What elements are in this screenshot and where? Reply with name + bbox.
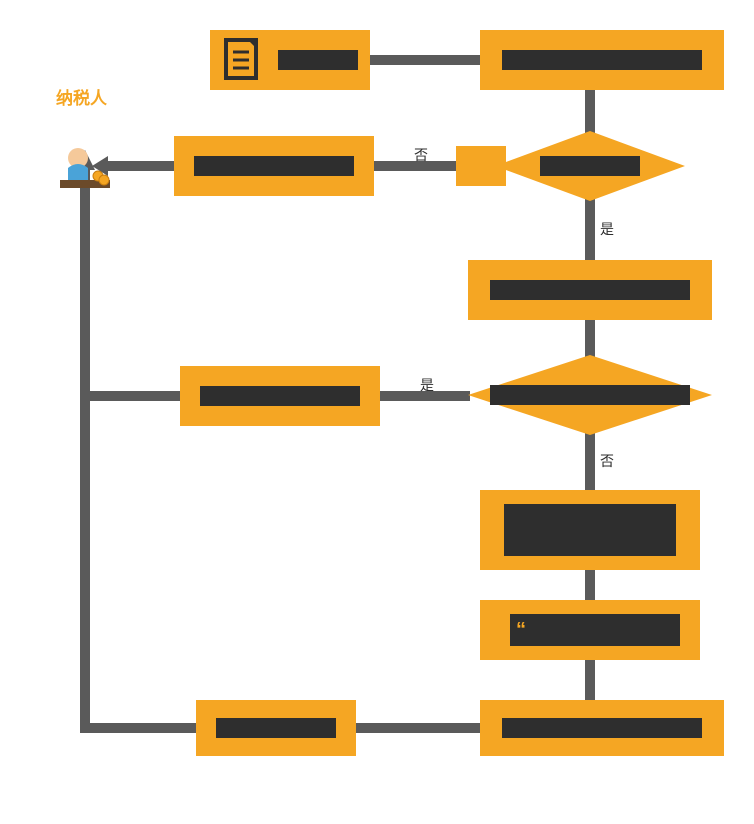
edge-label-d2-no: 否 [600, 453, 614, 469]
node-n4 [180, 366, 380, 426]
node-n6: “ [480, 600, 700, 660]
edge-label-d1-no: 否 [414, 147, 428, 163]
svg-text:“: “ [516, 619, 526, 641]
node-n2 [174, 136, 374, 196]
node-end [196, 700, 356, 756]
node-d2 [468, 355, 712, 435]
node-d1 [456, 131, 685, 201]
node-n5 [480, 490, 700, 570]
node-start [210, 30, 370, 90]
edge-label-d2-yes: 是 [420, 377, 434, 393]
node-n1 [480, 30, 724, 90]
edge-label-d1-yes: 是 [600, 221, 614, 237]
node-n3 [468, 260, 712, 320]
node-n7 [480, 700, 724, 756]
title-taxpayer: 纳税人 [56, 88, 108, 108]
flowchart-svg: 否 是 是 否 纳税人 [0, 0, 754, 819]
